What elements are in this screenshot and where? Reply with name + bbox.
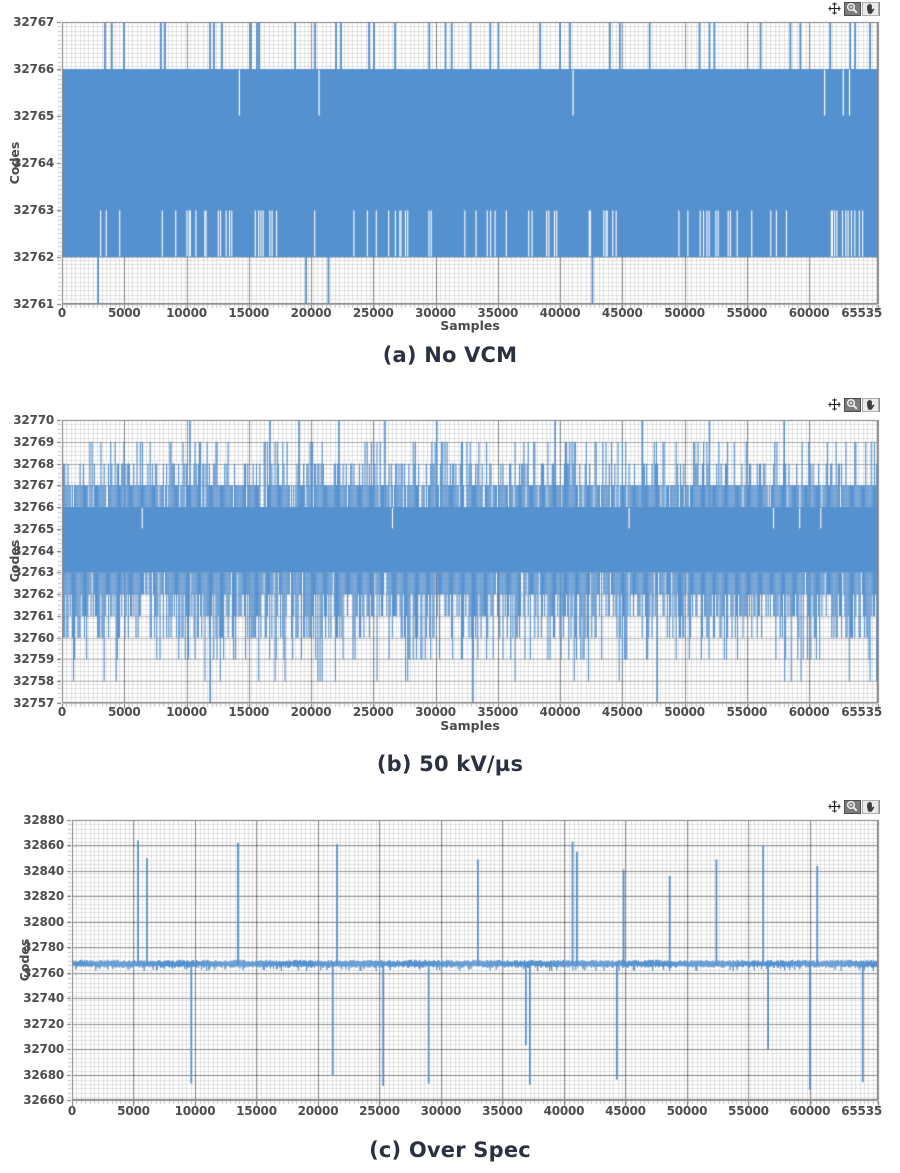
y-axis-title-b: Codes: [7, 539, 22, 583]
x-axis-title-a: Samples: [440, 318, 500, 333]
y-tick-label: 32768: [13, 456, 54, 471]
crosshair-tool-icon[interactable]: [826, 398, 843, 412]
y-tick-label: 32759: [13, 652, 54, 667]
y-tick-label: 32764: [13, 156, 54, 170]
y-tick-label: 32764: [13, 543, 54, 558]
y-tick-label: 32660: [23, 1093, 64, 1107]
y-tick-label: 32780: [23, 940, 64, 955]
pan-tool-icon[interactable]: [862, 397, 879, 412]
graph-tools-palette: [826, 1, 879, 16]
y-tick-label: 32820: [23, 889, 64, 904]
y-tick-label: 32700: [23, 1042, 64, 1057]
y-tick-label: 32769: [13, 434, 54, 449]
y-tick-label: 32770: [13, 413, 54, 427]
pan-tool-icon[interactable]: [862, 1, 879, 16]
y-tick-label: 32760: [23, 965, 64, 980]
y-tick-label: 32767: [13, 478, 54, 493]
y-tick-label: 32762: [13, 250, 54, 264]
y-tick-label: 32766: [13, 62, 54, 76]
y-tick-label: 32763: [13, 203, 54, 217]
y-tick-label: 32800: [23, 914, 64, 929]
y-tick-label: 32766: [13, 500, 54, 515]
crosshair-tool-icon[interactable]: [826, 800, 843, 814]
plot-area-a[interactable]: [54, 20, 884, 313]
y-tick-label: 32767: [13, 15, 54, 29]
pan-tool-icon[interactable]: [862, 799, 879, 814]
y-tick-label: 32761: [13, 608, 54, 623]
y-tick-label: 32880: [23, 813, 64, 827]
y-tick-label: 32860: [23, 838, 64, 853]
y-tick-label: 32740: [23, 991, 64, 1006]
caption-b: (b) 50 kV/µs: [376, 752, 524, 776]
y-tick-label: 32680: [23, 1067, 64, 1082]
graph-tools-palette: [826, 799, 879, 814]
y-tick-label: 32840: [23, 863, 64, 878]
graph-tools-palette: [826, 397, 879, 412]
y-tick-label: 32720: [23, 1016, 64, 1031]
plot-area-c[interactable]: [64, 818, 884, 1109]
zoom-tool-icon[interactable]: [844, 1, 861, 16]
y-axis-title-a: Codes: [7, 141, 22, 185]
caption-c: (c) Over Spec: [369, 1138, 531, 1162]
y-tick-label: 32761: [13, 297, 54, 311]
x-axis-title-b: Samples: [440, 718, 500, 733]
zoom-tool-icon[interactable]: [844, 799, 861, 814]
zoom-tool-icon[interactable]: [844, 397, 861, 412]
y-tick-label: 32758: [13, 674, 54, 689]
plot-area-b[interactable]: [54, 418, 884, 712]
crosshair-tool-icon[interactable]: [826, 2, 843, 16]
caption-a: (a) No VCM: [382, 343, 518, 367]
y-tick-label: 32760: [13, 630, 54, 645]
y-tick-label: 32765: [13, 109, 54, 123]
y-tick-label: 32763: [13, 565, 54, 580]
y-tick-label: 32762: [13, 587, 54, 602]
y-tick-label: 32765: [13, 521, 54, 536]
y-tick-label: 32757: [13, 696, 54, 710]
y-axis-title-c: Codes: [17, 938, 32, 982]
